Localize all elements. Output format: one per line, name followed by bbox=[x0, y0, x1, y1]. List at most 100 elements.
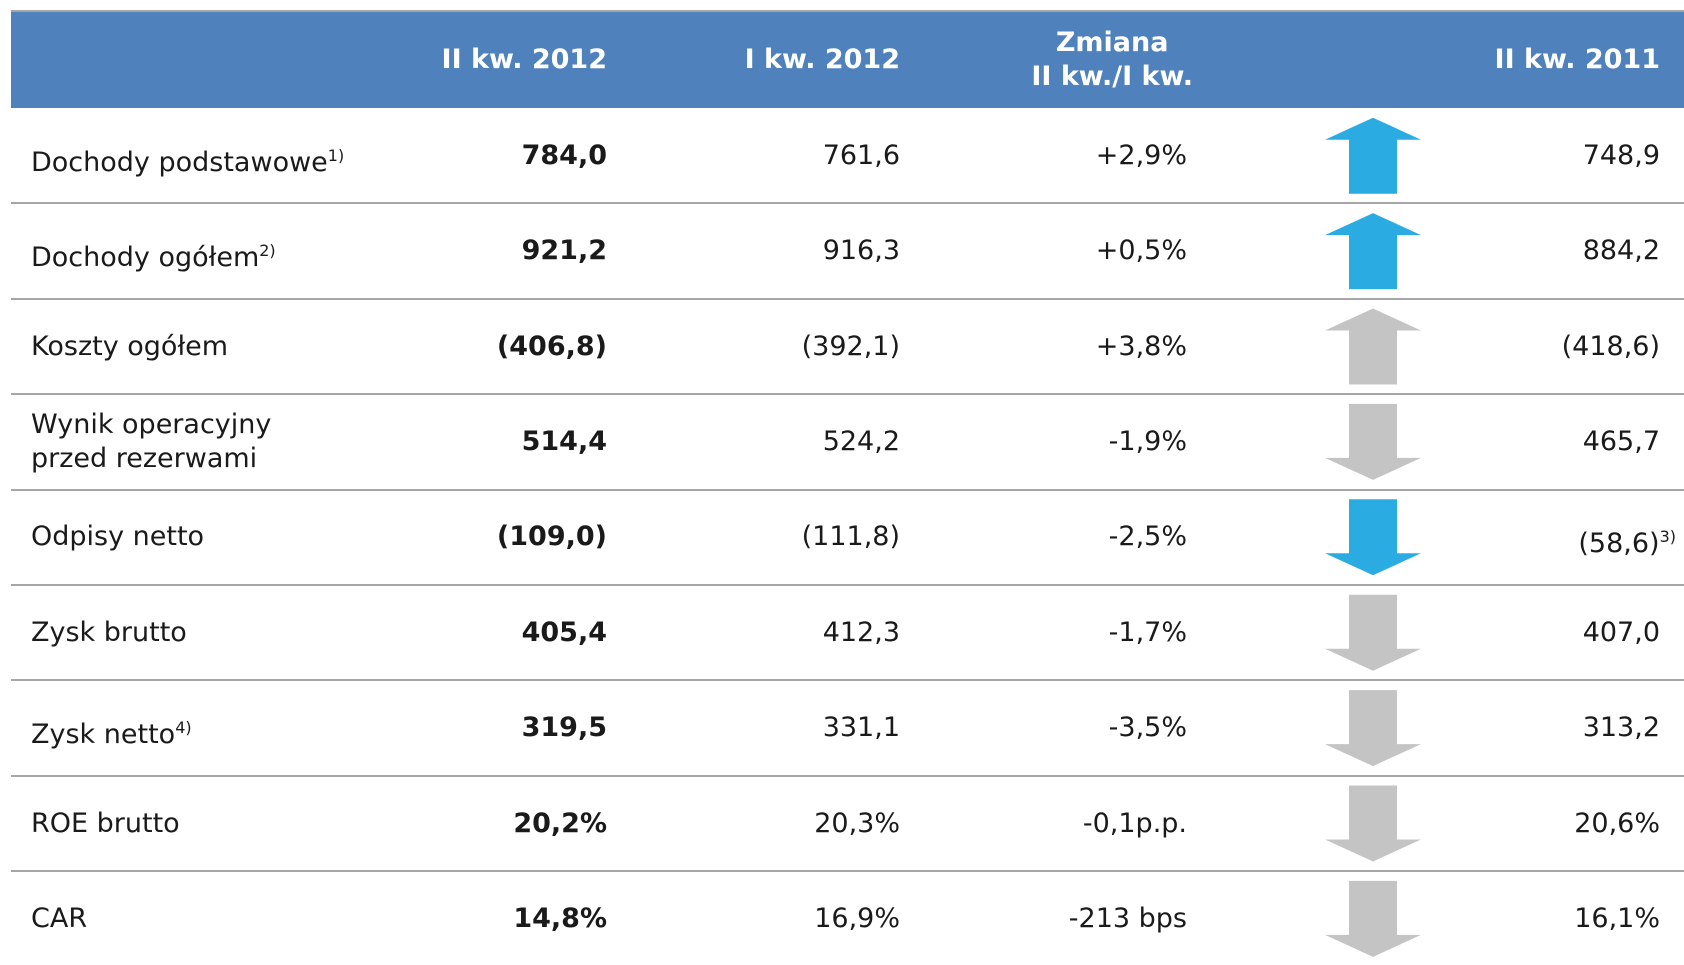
value-text: 465,7 bbox=[1582, 425, 1660, 457]
value-text: 761,6 bbox=[822, 139, 900, 171]
arrow-down bbox=[1325, 594, 1421, 671]
value-cell: 884,2 bbox=[1583, 234, 1660, 268]
value-text: (109,0) bbox=[496, 521, 607, 553]
row-label: ROE brutto bbox=[31, 807, 180, 841]
value-cell: (392,1) bbox=[802, 330, 900, 364]
arrow-down bbox=[1325, 499, 1421, 576]
header-cell: I kw. 2012 bbox=[744, 44, 900, 75]
value-cell: 748,9 bbox=[1583, 139, 1660, 173]
value-cell: 921,2 bbox=[522, 234, 607, 268]
row-separator bbox=[11, 297, 1684, 300]
header-band bbox=[11, 10, 1684, 108]
label-text: Dochody ogółem bbox=[31, 242, 260, 274]
value-cell: (109,0) bbox=[497, 520, 607, 554]
value-cell: 331,1 bbox=[823, 711, 900, 745]
value-cell: (111,8) bbox=[802, 520, 900, 554]
label-text: ROE brutto bbox=[31, 807, 180, 839]
label-text: Zysk brutto bbox=[31, 616, 187, 648]
value-text: +2,9% bbox=[1095, 139, 1187, 171]
value-cell: 16,1% bbox=[1574, 902, 1660, 936]
value-cell: +0,5% bbox=[1096, 234, 1187, 268]
value-text: 319,5 bbox=[521, 712, 607, 744]
value-cell: 20,6% bbox=[1574, 807, 1660, 841]
header-cell: II kw. 2011 bbox=[1494, 44, 1660, 75]
value-cell: 465,7 bbox=[1583, 425, 1660, 459]
value-text: 524,2 bbox=[822, 425, 900, 457]
row-separator bbox=[11, 488, 1684, 491]
value-cell: 16,9% bbox=[814, 902, 900, 936]
value-text: 16,1% bbox=[1574, 902, 1660, 934]
value-text: -1,7% bbox=[1108, 616, 1187, 648]
value-text: 407,0 bbox=[1582, 616, 1660, 648]
label-text: Dochody podstawowe bbox=[31, 146, 328, 178]
header-cell: II kw. 2012 bbox=[441, 44, 607, 75]
value-text: 514,4 bbox=[521, 425, 607, 457]
label-text: Wynik operacyjny przed rezerwami bbox=[31, 408, 272, 474]
value-cell: 407,0 bbox=[1583, 616, 1660, 650]
value-text: 784,0 bbox=[521, 139, 607, 171]
row-separator bbox=[11, 202, 1684, 205]
value-cell: 916,3 bbox=[823, 234, 900, 268]
arrow-up bbox=[1325, 213, 1421, 290]
value-text: 884,2 bbox=[1582, 235, 1660, 267]
value-cell: 20,2% bbox=[513, 807, 607, 841]
value-text: -2,5% bbox=[1108, 521, 1187, 553]
row-separator bbox=[11, 679, 1684, 682]
arrow-down bbox=[1325, 785, 1421, 862]
value-cell: -1,7% bbox=[1109, 616, 1187, 650]
value-text: -0,1p.p. bbox=[1082, 807, 1187, 839]
value-text: (418,6) bbox=[1561, 330, 1660, 362]
value-text: -3,5% bbox=[1108, 712, 1187, 744]
row-label: CAR bbox=[31, 902, 87, 936]
value-text: 921,2 bbox=[521, 235, 607, 267]
arrow-down bbox=[1325, 403, 1421, 480]
value-cell: +3,8% bbox=[1096, 330, 1187, 364]
row-separator bbox=[11, 393, 1684, 396]
value-text: 748,9 bbox=[1582, 139, 1660, 171]
value-cell: 20,3% bbox=[814, 807, 900, 841]
value-text: 14,8% bbox=[513, 902, 607, 934]
label-text: Zysk netto bbox=[31, 719, 176, 751]
value-text: (58,6) bbox=[1578, 528, 1660, 560]
value-text: 331,1 bbox=[822, 712, 900, 744]
value-text: 16,9% bbox=[814, 902, 900, 934]
footnote-mark: 3) bbox=[1659, 527, 1676, 547]
arrow-up bbox=[1325, 308, 1421, 385]
value-text: 20,3% bbox=[814, 807, 900, 839]
row-label: Dochody ogółem2) bbox=[31, 234, 276, 275]
arrow-down bbox=[1325, 690, 1421, 767]
value-text: 20,6% bbox=[1574, 807, 1660, 839]
value-cell: -3,5% bbox=[1109, 711, 1187, 745]
value-text: 405,4 bbox=[521, 616, 607, 648]
value-cell: (58,6)3) bbox=[1578, 520, 1676, 561]
value-cell: -2,5% bbox=[1109, 520, 1187, 554]
value-cell: 313,2 bbox=[1583, 711, 1660, 745]
footnote-mark: 1) bbox=[327, 145, 345, 165]
row-label: Koszty ogółem bbox=[31, 330, 228, 364]
value-cell: (406,8) bbox=[497, 330, 607, 364]
value-cell: 412,3 bbox=[823, 616, 900, 650]
value-cell: 784,0 bbox=[522, 139, 607, 173]
row-label: Odpisy netto bbox=[31, 520, 204, 554]
row-label: Zysk netto4) bbox=[31, 711, 192, 752]
value-text: (406,8) bbox=[496, 330, 607, 362]
value-cell: 514,4 bbox=[522, 425, 607, 459]
value-cell: 405,4 bbox=[522, 616, 607, 650]
arrow-up bbox=[1325, 117, 1421, 194]
value-text: +3,8% bbox=[1095, 330, 1187, 362]
value-cell: +2,9% bbox=[1096, 139, 1187, 173]
value-text: +0,5% bbox=[1095, 235, 1187, 267]
value-text: 412,3 bbox=[822, 616, 900, 648]
value-text: 20,2% bbox=[513, 807, 607, 839]
footnote-mark: 4) bbox=[175, 718, 192, 738]
label-text: CAR bbox=[31, 902, 88, 934]
row-separator bbox=[11, 584, 1684, 586]
value-cell: 524,2 bbox=[823, 425, 900, 459]
row-separator bbox=[11, 870, 1684, 873]
value-cell: 14,8% bbox=[513, 902, 607, 936]
value-cell: -0,1p.p. bbox=[1083, 807, 1187, 841]
row-label: Zysk brutto bbox=[31, 616, 187, 650]
value-cell: -213 bps bbox=[1069, 902, 1187, 936]
